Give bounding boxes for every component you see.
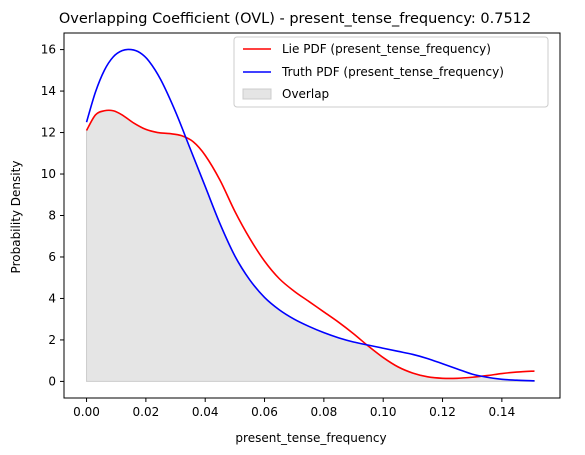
- lie-pdf-line: [85, 109, 535, 380]
- x-tick-label: 0.00: [73, 405, 100, 419]
- legend: Lie PDF (present_tense_frequency) Truth …: [233, 36, 549, 108]
- y-tick-label: 10: [41, 167, 56, 181]
- y-tick-label: 0: [48, 374, 56, 388]
- x-tick-label: 0.04: [192, 405, 219, 419]
- x-tick-label: 0.02: [133, 405, 160, 419]
- x-tick-label: 0.06: [251, 405, 278, 419]
- truth-pdf-line: [85, 48, 535, 382]
- legend-label-lie: Lie PDF (present_tense_frequency): [282, 42, 491, 56]
- plot-area: [85, 48, 535, 382]
- chart-title: Overlapping Coefficient (OVL) - present_…: [59, 11, 531, 27]
- y-axis-label: Probability Density: [9, 161, 23, 274]
- x-axis-label: present_tense_frequency: [235, 431, 386, 445]
- legend-label-truth: Truth PDF (present_tense_frequency): [281, 65, 504, 79]
- y-tick-label: 16: [41, 43, 56, 57]
- y-tick-label: 12: [41, 126, 56, 140]
- x-tick-label: 0.10: [370, 405, 397, 419]
- y-tick-label: 4: [48, 291, 56, 305]
- y-tick-label: 2: [48, 333, 56, 347]
- y-axis-ticks: 0 2 4 6 8 10 12 14 16: [41, 43, 64, 388]
- x-tick-label: 0.12: [429, 405, 456, 419]
- y-tick-label: 8: [48, 209, 56, 223]
- x-tick-label: 0.14: [488, 405, 515, 419]
- x-axis-ticks: 0.00 0.02 0.04 0.06 0.08 0.10 0.12 0.14: [73, 398, 515, 419]
- overlap-area: [86, 110, 535, 382]
- plot-frame: [63, 32, 561, 399]
- legend-swatch-overlap: [242, 88, 272, 100]
- y-tick-label: 14: [41, 84, 56, 98]
- legend-label-overlap: Overlap: [282, 87, 329, 101]
- y-tick-label: 6: [48, 250, 56, 264]
- x-tick-label: 0.08: [311, 405, 338, 419]
- legend-box: [233, 36, 549, 108]
